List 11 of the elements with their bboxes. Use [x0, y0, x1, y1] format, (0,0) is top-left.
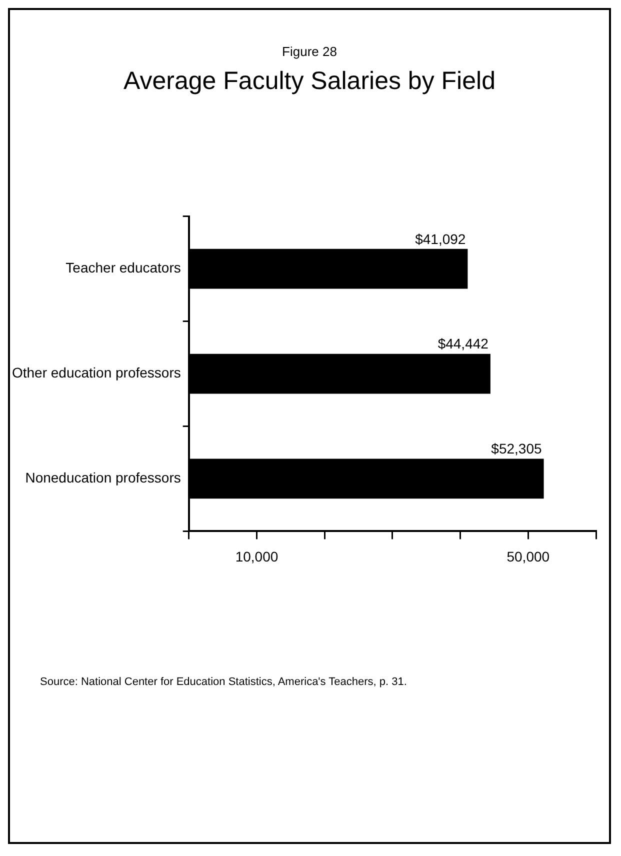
x-tick-label: 10,000 — [235, 548, 278, 564]
x-tick-label: 50,000 — [506, 548, 550, 564]
y-tick-label: Noneducation professors — [25, 470, 181, 486]
data-label: $52,305 — [491, 440, 542, 457]
y-tick-label: Teacher educators — [66, 260, 181, 276]
y-tick-label: Other education professors — [12, 364, 181, 381]
source-note: Source: National Center for Education Statistics, America's Teachers, p. 31. — [40, 676, 408, 688]
data-label: $41,092 — [415, 230, 466, 247]
chart-title: Average Faculty Salaries by Field — [122, 67, 496, 96]
chart-subtitle: Figure 28 — [281, 44, 338, 59]
data-label: $44,442 — [438, 336, 489, 352]
